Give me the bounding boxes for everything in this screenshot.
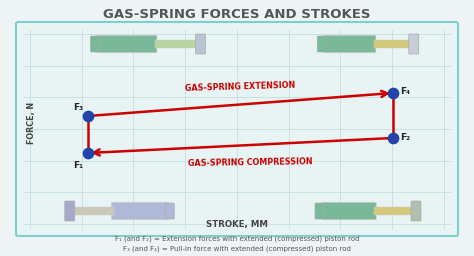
Point — [84, 114, 92, 118]
Text: GAS-SPRING FORCES AND STROKES: GAS-SPRING FORCES AND STROKES — [103, 8, 371, 21]
FancyBboxPatch shape — [411, 201, 421, 221]
Bar — [73, 207, 114, 215]
FancyBboxPatch shape — [165, 203, 174, 219]
FancyBboxPatch shape — [16, 22, 458, 236]
FancyBboxPatch shape — [65, 201, 75, 221]
FancyBboxPatch shape — [324, 35, 376, 53]
FancyBboxPatch shape — [111, 202, 168, 220]
FancyBboxPatch shape — [315, 203, 324, 219]
Bar — [155, 40, 198, 48]
Text: F₂: F₂ — [400, 133, 410, 142]
Point — [84, 151, 92, 155]
Text: FORCE, N: FORCE, N — [27, 102, 36, 144]
FancyBboxPatch shape — [317, 36, 326, 52]
Text: F₄: F₄ — [400, 88, 410, 97]
Text: F₁: F₁ — [73, 161, 83, 170]
Point — [389, 136, 397, 140]
FancyBboxPatch shape — [97, 35, 157, 53]
Bar — [374, 40, 411, 48]
Point — [389, 91, 397, 95]
Text: GAS-SPRING COMPRESSION: GAS-SPRING COMPRESSION — [188, 157, 313, 168]
FancyBboxPatch shape — [195, 34, 206, 54]
Bar — [374, 207, 413, 215]
FancyBboxPatch shape — [91, 36, 100, 52]
Text: F₃ (and F₄) = Pull-in force with extended (compressed) piston rod: F₃ (and F₄) = Pull-in force with extende… — [123, 246, 351, 252]
FancyBboxPatch shape — [409, 34, 419, 54]
Text: F₃: F₃ — [73, 103, 83, 112]
Text: F₁ (and F₂) = Extension forces with extended (compressed) piston rod: F₁ (and F₂) = Extension forces with exte… — [115, 236, 359, 242]
FancyBboxPatch shape — [322, 202, 376, 220]
Text: GAS-SPRING EXTENSION: GAS-SPRING EXTENSION — [185, 80, 296, 92]
Text: STROKE, MM: STROKE, MM — [206, 219, 268, 229]
